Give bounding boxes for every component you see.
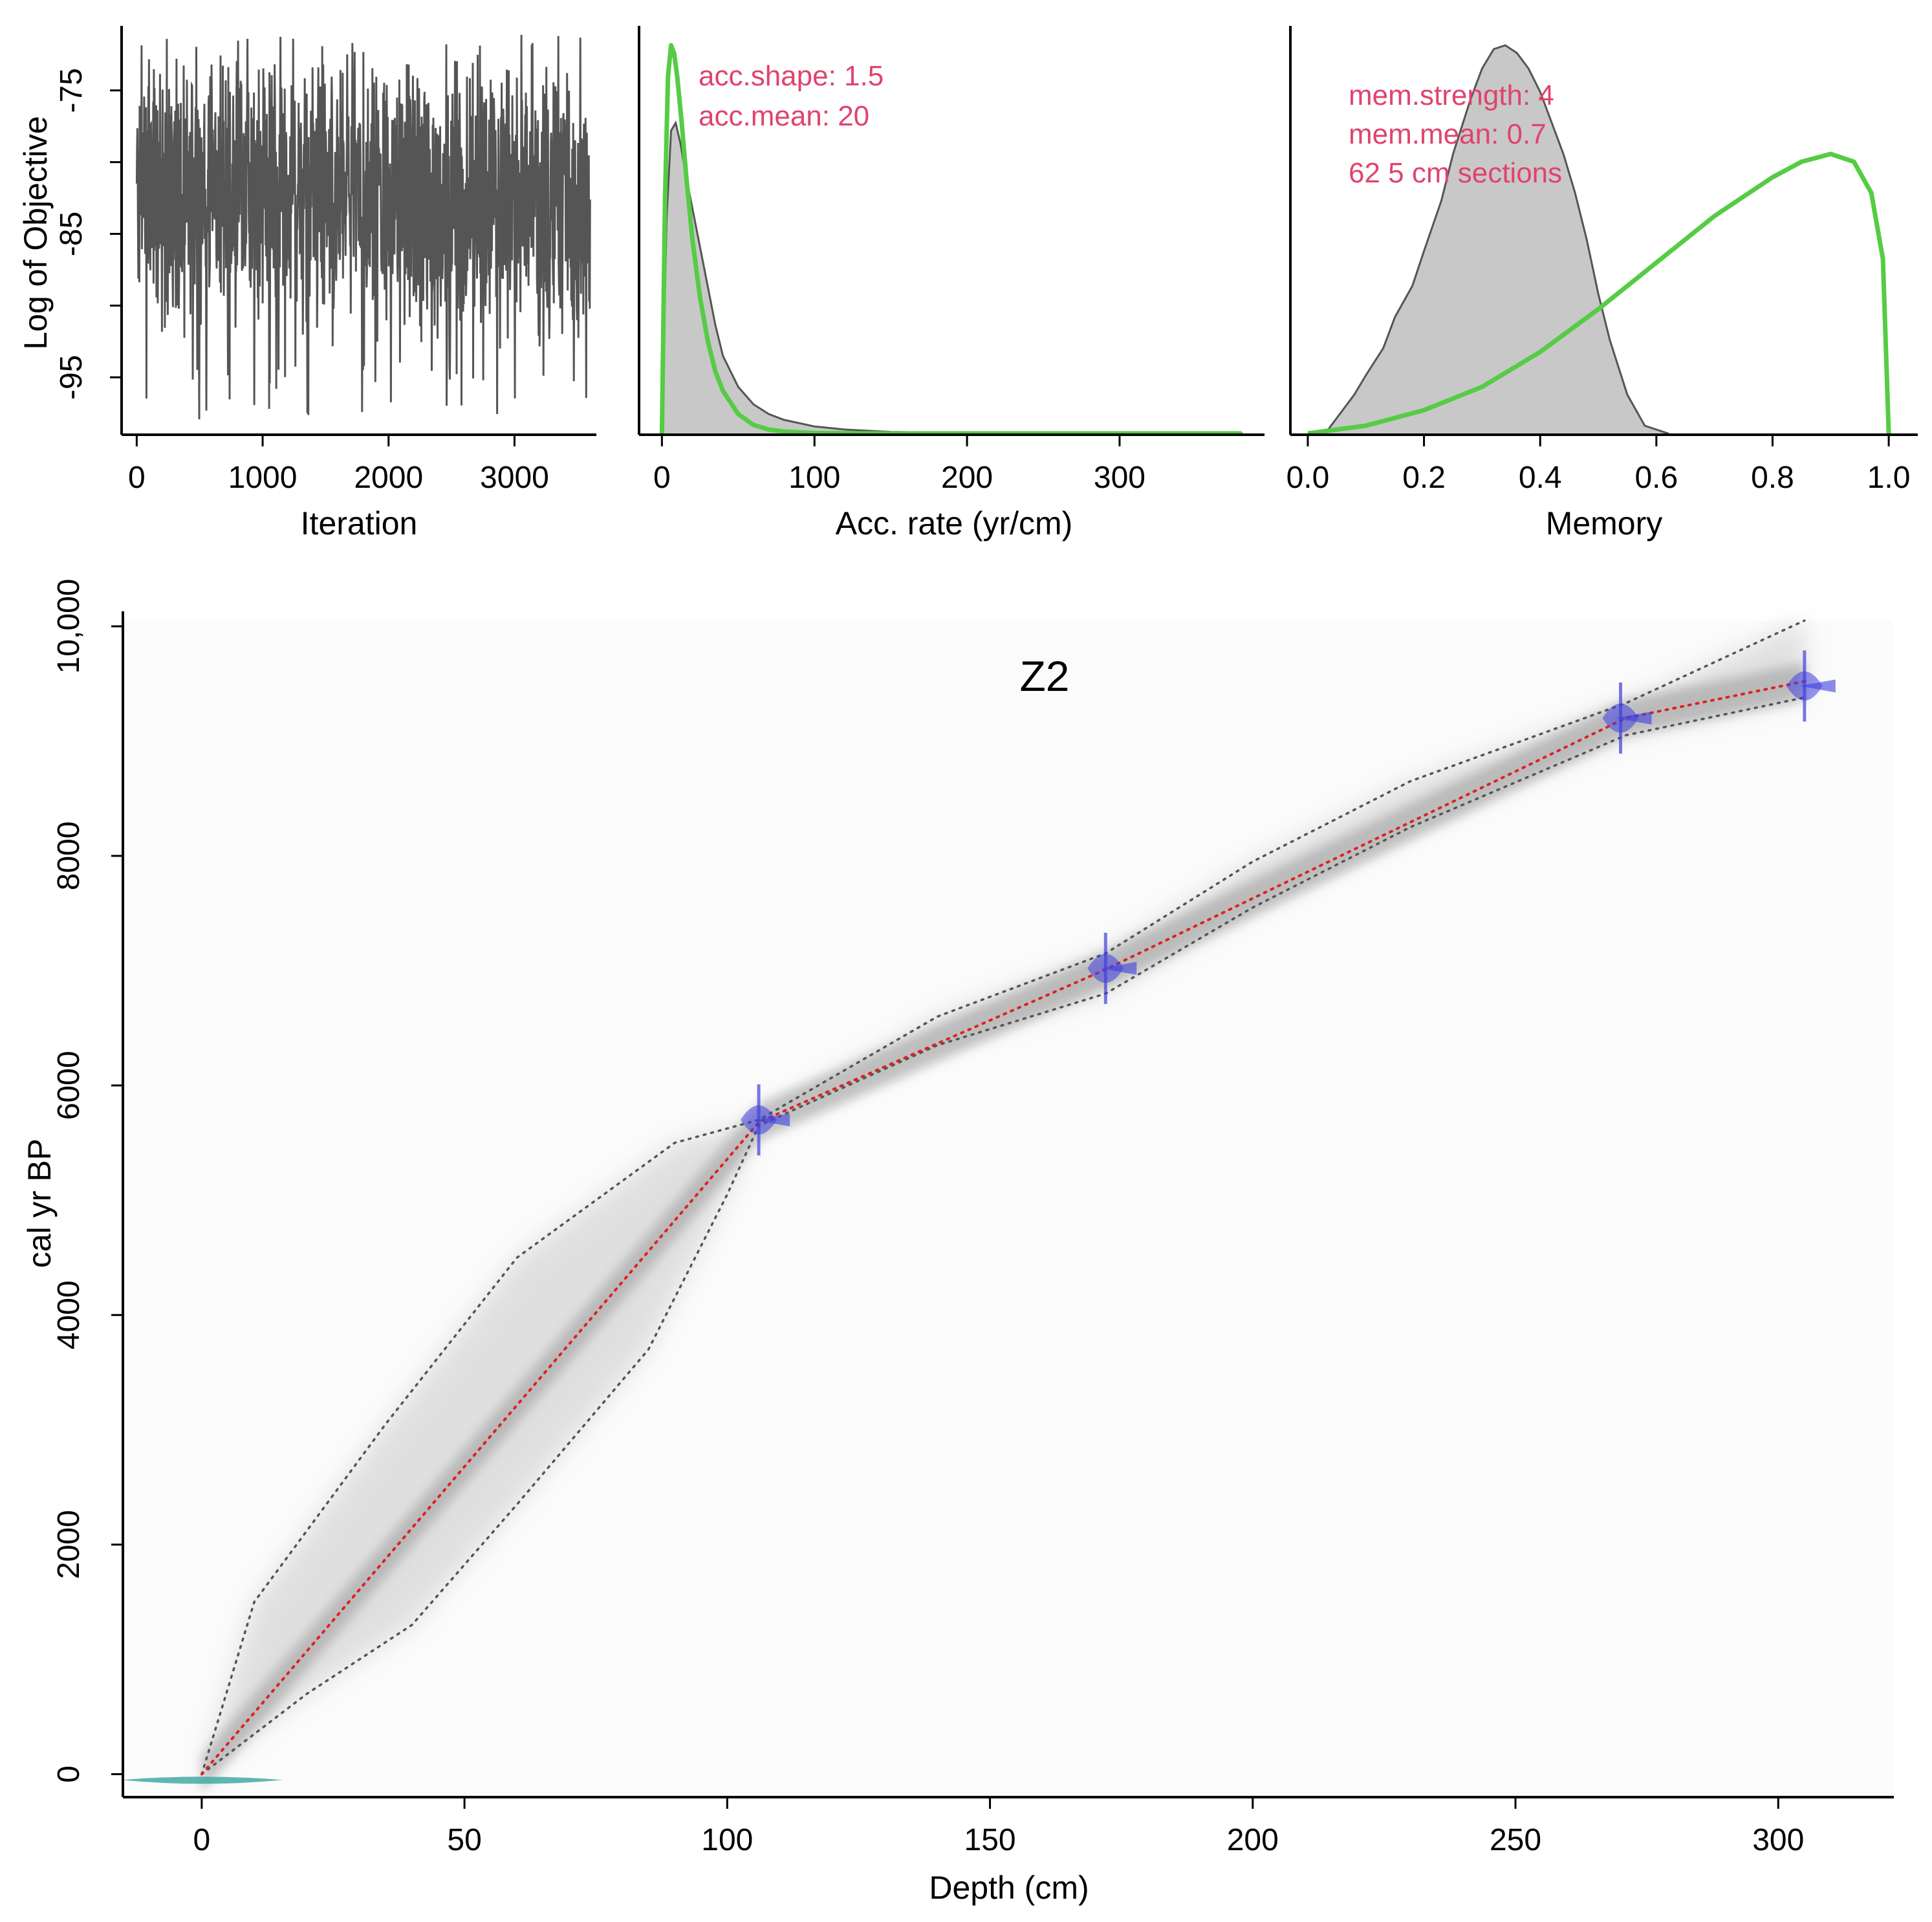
x-tick-label: 100 bbox=[788, 461, 840, 495]
iteration-trace-panel: 0 1000 2000 3000 -75 -85 -95 Iteration Log of… bbox=[17, 26, 596, 541]
dated-samples bbox=[120, 650, 1836, 1784]
date-depth-marker bbox=[1799, 679, 1836, 693]
x-ticks: 0 100 200 300 bbox=[653, 435, 1145, 495]
y-tick-label: 10,000 bbox=[52, 579, 86, 674]
upper-range-line bbox=[201, 619, 1806, 1776]
acc-mean-annotation: acc.mean: 20 bbox=[699, 100, 869, 132]
x-axis-label: Memory bbox=[1546, 505, 1663, 541]
prior-curve bbox=[1307, 151, 1891, 436]
age-depth-panel: 0 50 100 150 200 250 300 0 2000 4000 6000 8000 10,0… bbox=[21, 579, 1894, 1906]
x-tick-label: 0 bbox=[128, 461, 146, 495]
mem-strength-annotation: mem.strength: 4 bbox=[1349, 80, 1554, 111]
posterior-density bbox=[1324, 44, 1669, 436]
x-tick-label: 1.0 bbox=[1867, 461, 1911, 495]
y-tick-label: 2000 bbox=[52, 1510, 86, 1579]
y-tick-label: 4000 bbox=[52, 1280, 86, 1349]
x-axis-label: Acc. rate (yr/cm) bbox=[836, 505, 1073, 541]
x-tick-label: 2000 bbox=[354, 461, 423, 495]
accumulation-rate-panel: 0 100 200 300 Acc. rate (yr/cm) acc.shape: … bbox=[638, 26, 1264, 541]
y-tick-label: 8000 bbox=[52, 822, 86, 891]
x-tick-label: 0.4 bbox=[1519, 461, 1562, 495]
memory-panel: 0.0 0.2 0.4 0.6 0.8 1.0 Memory mem.strength: … bbox=[1286, 26, 1918, 541]
x-tick-label: 50 bbox=[447, 1823, 481, 1857]
date-depth-marker bbox=[1100, 961, 1137, 975]
date-depth-marker bbox=[754, 1113, 790, 1127]
x-tick-label: 0.0 bbox=[1286, 461, 1330, 495]
sections-annotation: 62 5 cm sections bbox=[1349, 157, 1562, 189]
x-tick-label: 300 bbox=[1094, 461, 1145, 495]
x-tick-label: 0 bbox=[653, 461, 671, 495]
trace-plot-area bbox=[135, 34, 591, 420]
x-tick-label: 300 bbox=[1752, 1823, 1804, 1857]
posterior-density bbox=[660, 120, 1243, 436]
acc-plot-area bbox=[659, 43, 1243, 436]
x-tick-label: 100 bbox=[701, 1823, 753, 1857]
date-depth-marker bbox=[1615, 712, 1652, 725]
x-tick-label: 150 bbox=[964, 1823, 1016, 1857]
y-ticks: -75 -85 -95 bbox=[54, 68, 122, 400]
chart-title: Z2 bbox=[1019, 652, 1069, 700]
mem-mean-annotation: mem.mean: 0.7 bbox=[1349, 118, 1547, 150]
y-tick-label: -75 bbox=[54, 68, 89, 113]
x-tick-label: 0.6 bbox=[1634, 461, 1678, 495]
x-axis-label: Depth (cm) bbox=[929, 1870, 1089, 1906]
y-axis-label: Log of Objective bbox=[17, 116, 54, 349]
acc-shape-annotation: acc.shape: 1.5 bbox=[699, 60, 884, 92]
x-ticks: 0.0 0.2 0.4 0.6 0.8 1.0 bbox=[1286, 435, 1911, 495]
y-tick-label: -95 bbox=[54, 355, 89, 400]
x-tick-label: 0.2 bbox=[1402, 461, 1446, 495]
x-tick-label: 0 bbox=[193, 1823, 211, 1857]
y-axis-label: cal yr BP bbox=[21, 1139, 58, 1268]
y-ticks: 0 2000 4000 6000 8000 10,000 bbox=[52, 579, 123, 1783]
y-tick-label: 0 bbox=[52, 1765, 86, 1783]
x-axis-label: Iteration bbox=[301, 505, 418, 541]
x-tick-label: 0.8 bbox=[1751, 461, 1794, 495]
y-tick-label: -85 bbox=[54, 212, 89, 256]
prior-curve bbox=[659, 43, 1242, 436]
x-tick-label: 200 bbox=[1227, 1823, 1279, 1857]
surface-date-marker bbox=[120, 1776, 283, 1784]
trace-line bbox=[135, 34, 591, 420]
memory-plot-area bbox=[1307, 44, 1891, 436]
x-tick-label: 200 bbox=[941, 461, 993, 495]
x-tick-label: 1000 bbox=[228, 461, 298, 495]
x-ticks: 0 1000 2000 3000 bbox=[128, 435, 549, 495]
x-tick-label: 3000 bbox=[480, 461, 549, 495]
x-ticks: 0 50 100 150 200 250 300 bbox=[193, 1797, 1804, 1857]
y-tick-label: 6000 bbox=[52, 1051, 86, 1120]
x-tick-label: 250 bbox=[1490, 1823, 1541, 1857]
